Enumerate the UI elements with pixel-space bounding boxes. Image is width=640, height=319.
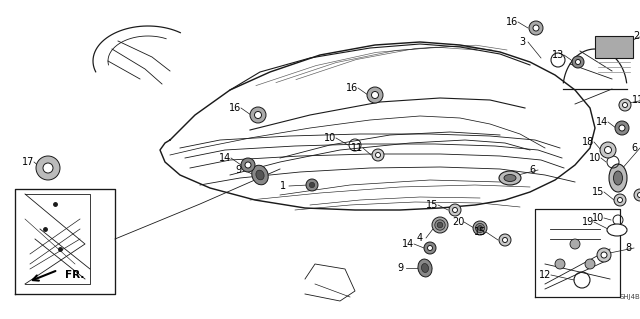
Text: SHJ4B3610D: SHJ4B3610D <box>620 294 640 300</box>
Text: 16: 16 <box>346 83 358 93</box>
Text: 14: 14 <box>596 117 608 127</box>
Text: 10: 10 <box>324 133 336 143</box>
Circle shape <box>473 221 487 235</box>
Circle shape <box>619 125 625 131</box>
Circle shape <box>597 248 611 262</box>
Text: 16: 16 <box>506 17 518 27</box>
Text: 18: 18 <box>582 137 594 147</box>
Circle shape <box>572 56 584 68</box>
Text: 10: 10 <box>589 153 601 163</box>
Circle shape <box>600 142 616 158</box>
Text: 19: 19 <box>582 217 594 227</box>
Text: 9: 9 <box>397 263 403 273</box>
Ellipse shape <box>607 224 627 236</box>
Circle shape <box>476 223 484 233</box>
Circle shape <box>575 60 580 64</box>
Ellipse shape <box>614 171 623 185</box>
Circle shape <box>449 204 461 216</box>
Text: 6: 6 <box>529 165 535 175</box>
Circle shape <box>435 220 445 230</box>
Text: 15: 15 <box>592 187 604 197</box>
Circle shape <box>615 121 629 135</box>
Circle shape <box>570 239 580 249</box>
Text: 16: 16 <box>229 103 241 113</box>
Text: 15: 15 <box>426 200 438 210</box>
Ellipse shape <box>256 170 264 180</box>
Circle shape <box>502 238 508 242</box>
Ellipse shape <box>499 171 521 185</box>
Text: 13: 13 <box>552 50 564 60</box>
Circle shape <box>306 179 318 191</box>
Circle shape <box>245 162 251 168</box>
Ellipse shape <box>504 174 516 182</box>
Circle shape <box>424 242 436 254</box>
Circle shape <box>529 21 543 35</box>
Text: 10: 10 <box>592 213 604 223</box>
Circle shape <box>367 87 383 103</box>
Text: 14: 14 <box>402 239 414 249</box>
Text: 4: 4 <box>417 233 423 243</box>
Text: 14: 14 <box>219 153 231 163</box>
Text: 20: 20 <box>452 217 464 227</box>
Circle shape <box>36 156 60 180</box>
Circle shape <box>533 25 539 31</box>
Ellipse shape <box>418 259 432 277</box>
Text: 8: 8 <box>625 243 631 253</box>
Text: 1: 1 <box>280 181 286 191</box>
Circle shape <box>477 226 483 230</box>
Text: 17: 17 <box>22 157 34 167</box>
Circle shape <box>634 189 640 201</box>
Circle shape <box>555 259 565 269</box>
Text: 11: 11 <box>351 143 363 153</box>
Circle shape <box>437 222 443 228</box>
Text: 9: 9 <box>235 165 241 175</box>
Text: 6: 6 <box>631 143 637 153</box>
Text: FR.: FR. <box>65 270 84 280</box>
Circle shape <box>372 149 384 161</box>
Text: 11: 11 <box>632 95 640 105</box>
Text: 3: 3 <box>519 37 525 47</box>
Circle shape <box>452 207 458 212</box>
Circle shape <box>618 197 623 203</box>
Text: 12: 12 <box>539 270 551 280</box>
Text: 15: 15 <box>474 227 486 237</box>
Circle shape <box>623 102 627 108</box>
Circle shape <box>619 99 631 111</box>
Circle shape <box>499 234 511 246</box>
Circle shape <box>255 112 262 118</box>
Circle shape <box>43 163 53 173</box>
Circle shape <box>585 259 595 269</box>
Circle shape <box>428 246 433 250</box>
Ellipse shape <box>422 263 429 272</box>
Circle shape <box>309 182 315 188</box>
Text: 2: 2 <box>633 31 639 41</box>
Circle shape <box>376 152 381 158</box>
Circle shape <box>605 146 611 153</box>
Circle shape <box>637 192 640 197</box>
Circle shape <box>432 217 448 233</box>
Circle shape <box>601 252 607 258</box>
Circle shape <box>250 107 266 123</box>
Ellipse shape <box>609 164 627 192</box>
Ellipse shape <box>252 165 268 185</box>
FancyBboxPatch shape <box>595 36 633 58</box>
Circle shape <box>371 92 378 99</box>
Circle shape <box>241 158 255 172</box>
Circle shape <box>614 194 626 206</box>
